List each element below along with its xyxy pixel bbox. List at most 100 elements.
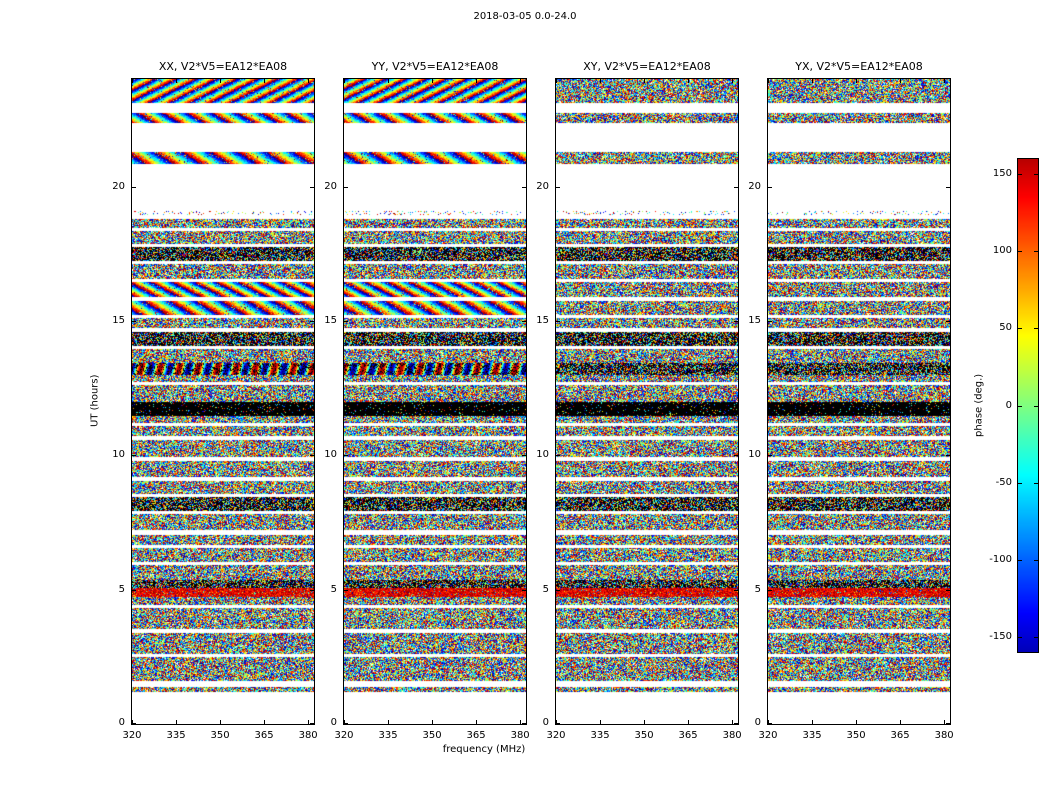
x-tick-mark [644, 720, 646, 724]
y-tick-mark [344, 320, 348, 322]
panel-title-yy: YY, V2*V5=EA12*EA08 [371, 60, 499, 73]
x-tick-mark [432, 720, 434, 724]
y-tick-mark [522, 589, 526, 591]
x-tick-mark [388, 79, 390, 83]
x-tick-mark [856, 79, 858, 83]
colorbar-tick-mark [1018, 174, 1022, 176]
colorbar-tick-mark [1018, 405, 1022, 407]
colorbar-tick-mark [1034, 559, 1038, 561]
x-tick-label: 365 [254, 730, 274, 741]
x-tick-label: 335 [802, 730, 822, 741]
x-tick-mark [688, 79, 690, 83]
x-tick-mark [520, 720, 522, 724]
y-tick-mark [768, 723, 772, 724]
y-tick-mark [556, 723, 560, 724]
colorbar-tick-label: -150 [989, 630, 1012, 642]
colorbar-tick-mark [1034, 174, 1038, 176]
x-tick-label: 350 [634, 730, 654, 741]
panel-xy: XY, V2*V5=EA12*EA08 0 5 10 15 20 320 335 350 365… [536, 60, 741, 741]
heatmap-yy [344, 79, 526, 724]
y-tick-label: 5 [754, 583, 761, 595]
y-tick-mark [132, 186, 136, 188]
y-tick-label: 10 [536, 449, 549, 461]
y-tick-label: 15 [536, 314, 549, 326]
y-tick-mark [310, 723, 314, 724]
x-tick-mark [812, 720, 814, 724]
y-tick-mark [556, 455, 560, 457]
y-tick-mark [522, 455, 526, 457]
panel-xx: XX, V2*V5=EA12*EA08 0 5 10 15 20 320 335 350 365… [112, 60, 317, 741]
y-tick-mark [310, 320, 314, 322]
colorbar-tick-label: -100 [989, 553, 1012, 565]
x-tick-label: 380 [510, 730, 530, 741]
y-tick-label: 0 [542, 717, 549, 728]
y-tick-mark [946, 320, 950, 322]
colorbar-tick-label: 50 [999, 322, 1012, 334]
y-tick-label: 10 [112, 449, 125, 461]
x-tick-label: 350 [846, 730, 866, 741]
y-tick-mark [132, 589, 136, 591]
x-tick-mark [264, 720, 266, 724]
x-tick-mark [432, 79, 434, 83]
x-tick-label: 320 [546, 730, 566, 741]
colorbar-tick-mark [1018, 482, 1022, 484]
y-tick-label: 20 [112, 180, 125, 192]
x-tick-label: 335 [378, 730, 398, 741]
y-tick-label: 0 [330, 717, 337, 728]
x-tick-mark [220, 79, 222, 83]
x-tick-mark [732, 720, 734, 724]
x-tick-label: 320 [334, 730, 354, 741]
x-tick-label: 320 [758, 730, 778, 741]
x-tick-mark [600, 720, 602, 724]
x-tick-mark [308, 79, 310, 83]
panel-title-xy: XY, V2*V5=EA12*EA08 [583, 60, 711, 73]
x-tick-label: 365 [678, 730, 698, 741]
y-tick-mark [556, 186, 560, 188]
y-tick-mark [734, 186, 738, 188]
y-tick-mark [768, 186, 772, 188]
y-tick-label: 5 [542, 583, 549, 595]
y-axis-label: UT (hours) [89, 374, 101, 427]
y-tick-mark [522, 723, 526, 724]
x-tick-mark [476, 79, 478, 83]
y-tick-mark [344, 589, 348, 591]
x-tick-mark [176, 79, 178, 83]
colorbar-tick-label: 100 [992, 245, 1012, 257]
x-tick-mark [768, 79, 769, 83]
y-tick-mark [310, 455, 314, 457]
y-tick-label: 5 [330, 583, 337, 595]
x-tick-mark [600, 79, 602, 83]
x-tick-mark [856, 720, 858, 724]
x-tick-label: 380 [934, 730, 954, 741]
colorbar-tick-mark [1018, 328, 1022, 330]
colorbar-tick-mark [1018, 251, 1022, 253]
panel-title-xx: XX, V2*V5=EA12*EA08 [158, 60, 288, 73]
x-tick-mark [644, 79, 646, 83]
y-tick-label: 10 [748, 449, 761, 461]
x-tick-mark [944, 720, 946, 724]
x-tick-mark [308, 720, 310, 724]
heatmap-yx [768, 79, 950, 724]
y-tick-mark [734, 723, 738, 724]
y-tick-mark [310, 589, 314, 591]
y-tick-mark [768, 320, 772, 322]
y-tick-label: 10 [324, 449, 337, 461]
x-tick-mark [732, 79, 734, 83]
colorbar-tick-label: 150 [992, 168, 1012, 180]
x-tick-mark [132, 720, 133, 724]
x-tick-label: 320 [122, 730, 142, 741]
colorbar-gradient [1018, 159, 1038, 652]
y-tick-label: 0 [754, 717, 761, 728]
x-tick-mark [344, 79, 345, 83]
heatmap-xx [132, 79, 314, 724]
colorbar-tick-mark [1018, 559, 1022, 561]
y-tick-mark [522, 186, 526, 188]
y-tick-label: 20 [748, 180, 761, 192]
y-tick-mark [556, 320, 560, 322]
x-tick-mark [264, 79, 266, 83]
x-tick-mark [556, 79, 557, 83]
y-tick-mark [522, 320, 526, 322]
y-tick-mark [946, 589, 950, 591]
x-tick-label: 380 [298, 730, 318, 741]
